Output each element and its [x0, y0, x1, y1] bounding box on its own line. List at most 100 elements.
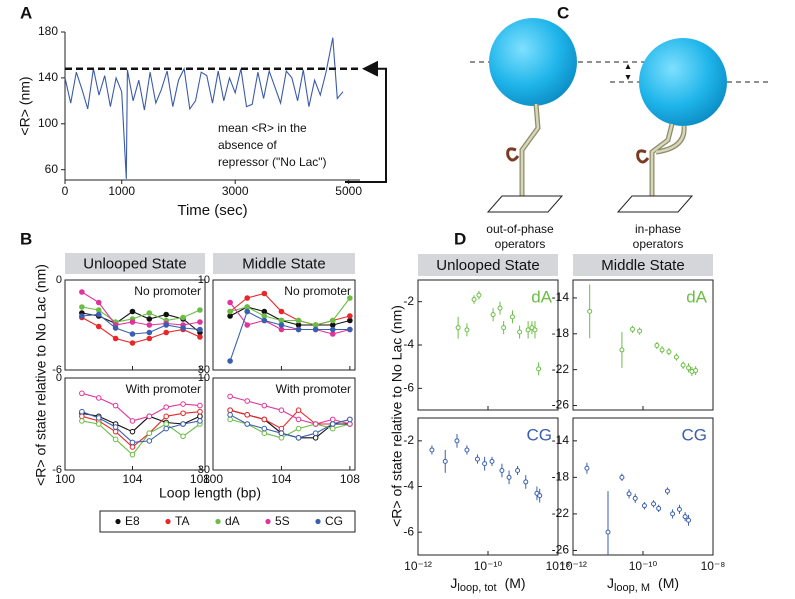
data-point [146, 322, 153, 328]
data-point [197, 307, 203, 313]
data-point [129, 439, 136, 446]
data-point [261, 430, 268, 437]
series-name: dA [686, 287, 707, 306]
header-box [65, 253, 205, 274]
data-point [656, 505, 662, 511]
x-axis-label: Time (sec) [177, 202, 247, 219]
x-tick-label: 10⁻¹⁰ [629, 559, 658, 573]
y-tick-label: -14 [552, 433, 570, 447]
x-tick-label: 10⁻¹² [404, 559, 432, 573]
data-point [295, 425, 302, 432]
data-line [229, 409, 351, 430]
data-point [676, 506, 682, 512]
data-point [146, 430, 153, 437]
x-axis-label: Loop length (bp) [159, 485, 261, 501]
y-tick-label: -10 [194, 274, 210, 286]
y-tick-label: 180 [38, 24, 58, 38]
data-point [670, 511, 676, 517]
data-point [227, 412, 233, 418]
data-point [347, 416, 353, 423]
points [455, 290, 542, 376]
data-line [229, 302, 351, 335]
data-point [664, 488, 670, 494]
data-point [261, 402, 268, 409]
y-tick-label: -6 [403, 381, 414, 395]
data-point [244, 304, 251, 310]
data-line [81, 411, 200, 443]
data-point [312, 326, 319, 333]
data-line [229, 418, 351, 439]
data-point [163, 322, 170, 328]
data-point [629, 326, 635, 332]
data-point [587, 308, 593, 314]
data-point [490, 312, 496, 318]
y-tick-label: -10 [194, 372, 210, 384]
data-point [163, 311, 170, 318]
data-point [686, 517, 692, 523]
data-point [476, 292, 482, 298]
data-point [129, 331, 136, 337]
data-point [329, 317, 336, 324]
x-tick-label: 10⁻¹⁰ [474, 559, 503, 573]
data-point [278, 430, 285, 437]
column-header: Unlooped State [436, 257, 539, 274]
data-point [506, 474, 512, 480]
x-tick-label: 3000 [222, 184, 249, 198]
data-point [261, 290, 268, 297]
x-axis-label-unit: (M) [658, 575, 679, 591]
y-axis-label: <R> of state relative to No Lac (nm) [33, 264, 49, 486]
data-line [229, 414, 351, 439]
legend-marker [115, 518, 121, 525]
y-tick-label: 0 [56, 372, 62, 384]
series-name: CG [682, 425, 708, 444]
x-axis-label: Jloop, tot (M) [450, 575, 525, 594]
data-point [197, 326, 203, 333]
legend-label: dA [225, 514, 240, 528]
data-point [129, 319, 136, 325]
data-point [146, 413, 153, 420]
data-point [532, 327, 538, 333]
data-line [81, 306, 201, 323]
data-point [295, 322, 302, 328]
x-tick-label: 10⁻⁸ [546, 559, 571, 573]
points [584, 462, 692, 555]
diagram: out-of-phase operators in-phase operator… [470, 18, 768, 251]
data-point [278, 407, 285, 414]
data-point [464, 447, 470, 453]
column-header: Middle State [242, 255, 325, 272]
data-point [312, 421, 319, 427]
data-point [312, 430, 319, 437]
data-line [81, 317, 201, 344]
y-tick-label: -2 [403, 433, 414, 447]
data-point [79, 289, 85, 295]
data-point [95, 421, 102, 427]
x-axis-label-main: J [450, 575, 457, 591]
data-point [525, 327, 531, 333]
data-point [180, 433, 186, 440]
x-tick-label: 104 [122, 472, 142, 486]
data-point [278, 322, 285, 328]
plot-frame [212, 279, 356, 371]
data-point [227, 313, 233, 319]
annotation: absence of [218, 138, 277, 152]
x-axis-label-main: J [607, 575, 614, 591]
x-tick-label: 10⁻¹² [559, 559, 587, 573]
dna [519, 103, 541, 200]
data-point [454, 438, 460, 444]
points [587, 284, 699, 376]
x-tick-label: 108 [190, 472, 210, 486]
data-point [312, 435, 319, 441]
annotation: mean <R> in the [218, 121, 307, 135]
diagram-label: out-of-phase [486, 222, 554, 236]
annotation-arrow [345, 60, 387, 183]
data-point [329, 421, 336, 427]
x-tick-label: 108 [340, 472, 360, 486]
points [429, 433, 543, 503]
data-point [261, 416, 268, 423]
legend-label: 5S [275, 514, 290, 528]
y-tick-label: 60 [45, 162, 59, 176]
data-point [244, 398, 251, 404]
panel-label: D [454, 229, 466, 248]
x-tick-label: 0 [62, 184, 69, 198]
